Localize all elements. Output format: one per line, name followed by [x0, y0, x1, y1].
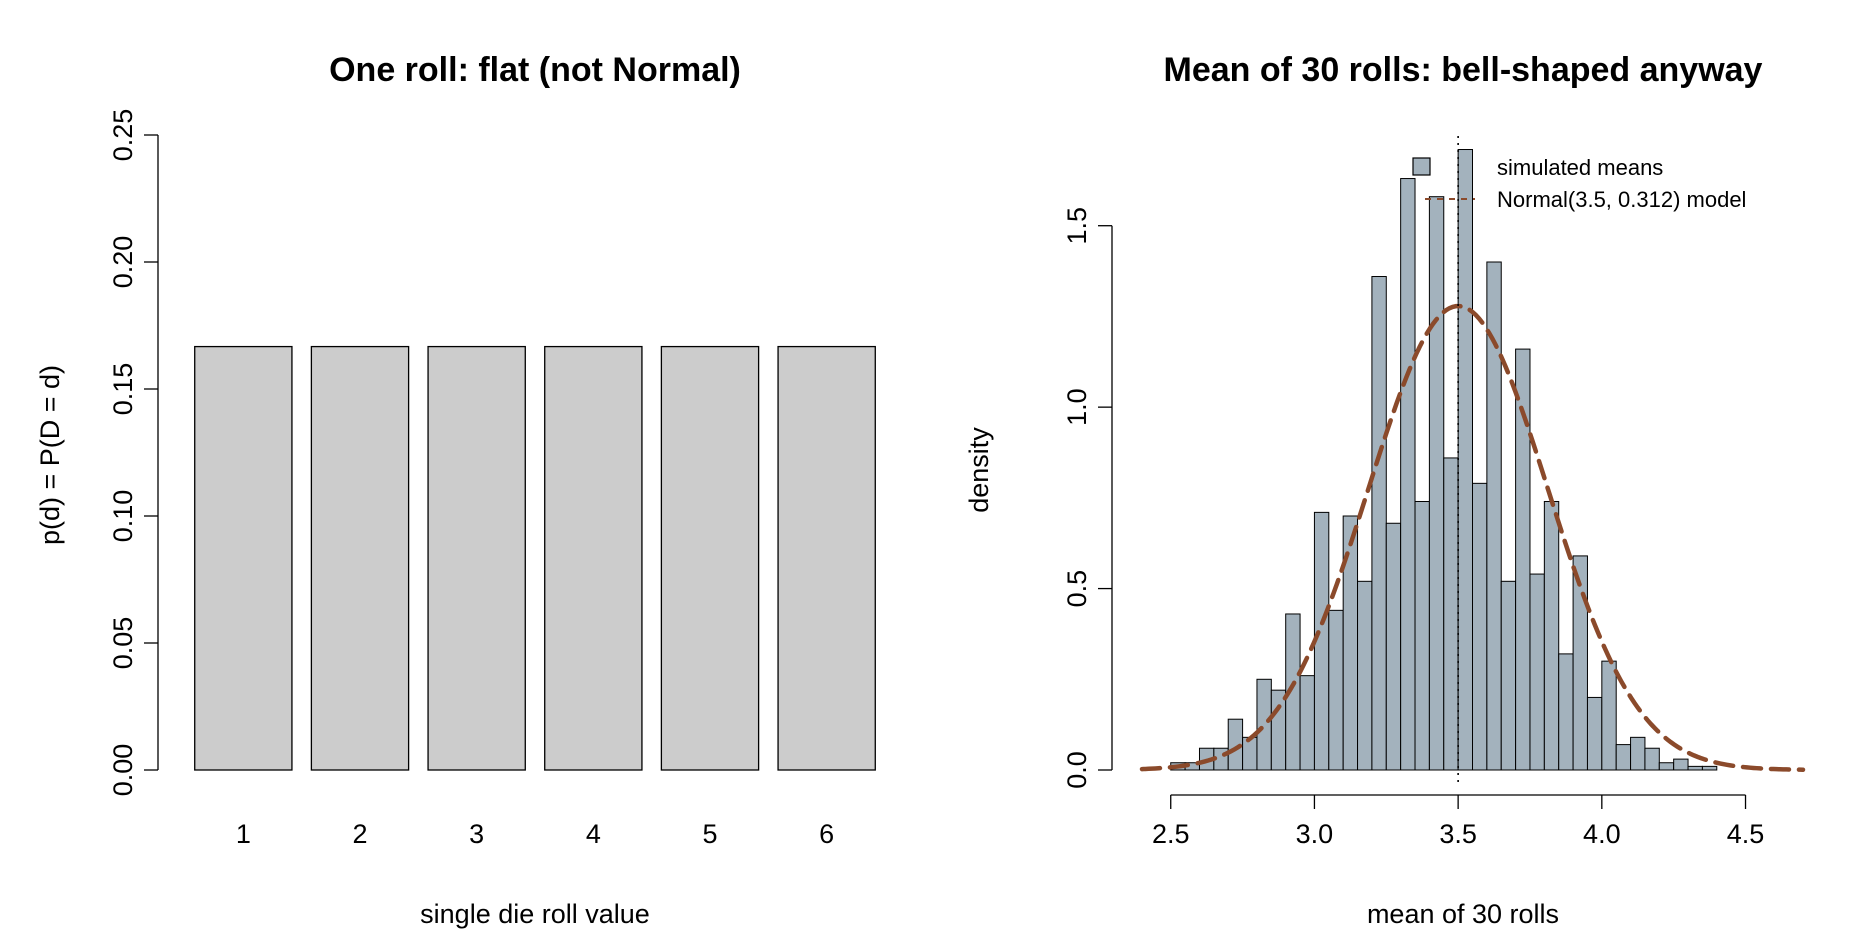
- histogram-bar: [1299, 675, 1315, 771]
- histogram-bar: [1558, 653, 1574, 771]
- right-legend: simulated means Normal(3.5, 0.312) model: [1412, 155, 1746, 212]
- histogram-bar: [1515, 348, 1531, 771]
- right-x-tick-label: 4.0: [1583, 819, 1621, 849]
- left-y-tick-label: 0.00: [108, 744, 138, 797]
- left-y-tick-label: 0.05: [108, 617, 138, 670]
- histogram-bar: [1572, 555, 1588, 771]
- right-y-tick-label: 1.5: [1062, 207, 1092, 245]
- histogram-bar: [1486, 261, 1502, 771]
- left-y-axis: 0.00 0.05 0.10 0.15 0.20 0.25: [108, 109, 159, 797]
- left-bars: [194, 345, 876, 771]
- histogram-bar: [1630, 736, 1646, 771]
- right-x-tick-label: 4.5: [1727, 819, 1765, 849]
- left-bar-4: [544, 345, 643, 771]
- left-y-axis-label: p(d) = P(D = d): [35, 365, 65, 545]
- legend-label-simulated-means: simulated means: [1497, 155, 1663, 180]
- histogram-bar: [1644, 747, 1660, 771]
- right-histogram-bars: [1170, 149, 1718, 771]
- histogram-bar: [1673, 758, 1689, 771]
- histogram-bar: [1658, 762, 1675, 771]
- left-chart-title: One roll: flat (not Normal): [329, 51, 741, 89]
- legend-swatch-simulated-means: [1412, 157, 1431, 176]
- left-bar-3: [427, 345, 526, 771]
- histogram-bar: [1472, 482, 1488, 771]
- histogram-bar: [1586, 696, 1603, 771]
- histogram-bar: [1385, 522, 1402, 771]
- histogram-bar: [1328, 609, 1344, 771]
- histogram-bar: [1357, 580, 1373, 771]
- right-y-tick-label: 0.5: [1062, 570, 1092, 608]
- right-x-tick-label: 3.0: [1296, 819, 1334, 849]
- right-y-axis: 0.0 0.5 1.0 1.5: [1062, 207, 1113, 789]
- right-y-tick-label: 1.0: [1062, 388, 1092, 426]
- left-y-tick-label: 0.25: [108, 109, 138, 162]
- right-x-axis-label: mean of 30 rolls: [1367, 899, 1559, 929]
- histogram-bar: [1543, 500, 1560, 771]
- histogram-bar: [1500, 580, 1517, 771]
- right-y-tick-label: 0.0: [1062, 751, 1092, 789]
- left-y-tick-label: 0.15: [108, 363, 138, 416]
- right-y-axis-label: density: [964, 427, 994, 513]
- left-x-tick-label: 5: [702, 819, 717, 849]
- left-x-tick-label: 4: [586, 819, 601, 849]
- left-x-axis-label: single die roll value: [420, 899, 650, 929]
- histogram-bar: [1601, 660, 1617, 771]
- right-chart: Mean of 30 rolls: bell-shaped anyway 0.0…: [964, 51, 1806, 929]
- histogram-bar: [1256, 678, 1272, 771]
- right-x-axis: 2.5 3.0 3.5 4.0 4.5: [1152, 794, 1765, 849]
- left-x-tick-labels: 1 2 3 4 5 6: [236, 819, 834, 849]
- legend-label-normal-model: Normal(3.5, 0.312) model: [1497, 187, 1746, 212]
- right-x-tick-label: 3.5: [1439, 819, 1477, 849]
- histogram-bar: [1242, 736, 1258, 771]
- left-x-tick-label: 2: [352, 819, 367, 849]
- left-x-tick-label: 6: [819, 819, 834, 849]
- histogram-bar: [1371, 276, 1387, 771]
- left-bar-2: [310, 345, 410, 771]
- histogram-bar: [1270, 689, 1287, 771]
- left-chart: One roll: flat (not Normal) 0.00 0.05 0.10…: [35, 51, 876, 929]
- left-bar-5: [660, 345, 760, 771]
- histogram-bar: [1457, 149, 1474, 771]
- histogram-bar: [1687, 765, 1703, 771]
- normal-model-curve: [1139, 303, 1806, 772]
- right-chart-title: Mean of 30 rolls: bell-shaped anyway: [1164, 51, 1763, 89]
- histogram-bar: [1529, 573, 1545, 771]
- histogram-bar: [1701, 765, 1718, 771]
- left-x-tick-label: 1: [236, 819, 251, 849]
- left-bar-1: [194, 345, 293, 771]
- left-bar-6: [777, 345, 876, 771]
- histogram-bar: [1615, 744, 1632, 771]
- histogram-bar: [1400, 178, 1416, 771]
- right-x-tick-label: 2.5: [1152, 819, 1190, 849]
- left-y-tick-label: 0.10: [108, 490, 138, 543]
- histogram-bar: [1414, 500, 1430, 771]
- right-normal-curve: [1139, 303, 1806, 772]
- histogram-bar: [1443, 457, 1459, 771]
- left-y-tick-label: 0.20: [108, 236, 138, 289]
- histogram-bar: [1428, 196, 1445, 771]
- left-x-tick-label: 3: [469, 819, 484, 849]
